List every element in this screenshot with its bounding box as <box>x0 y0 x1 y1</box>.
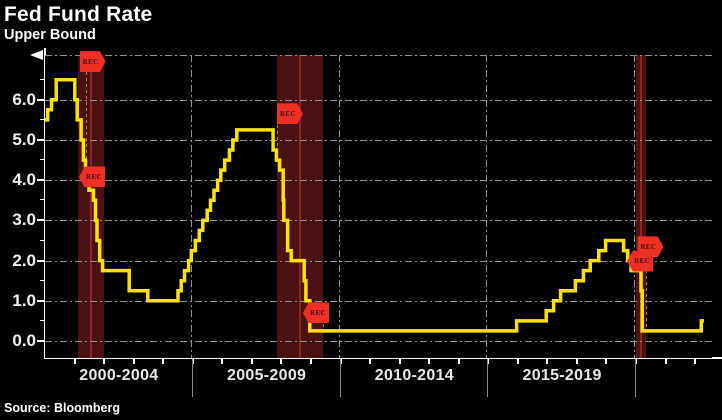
x-section-separator <box>487 359 489 397</box>
x-section-separator <box>339 359 341 397</box>
x-year-tick <box>221 359 224 364</box>
x-year-tick <box>280 359 283 364</box>
recession-callout-line <box>276 125 278 163</box>
y-minor-tick <box>40 199 44 201</box>
y-major-tick <box>37 98 44 101</box>
recession-callout-line <box>323 318 325 333</box>
v-gridline <box>486 55 488 358</box>
x-year-tick <box>103 359 106 364</box>
x-year-tick <box>369 359 372 364</box>
x-year-tick <box>191 359 194 364</box>
y-minor-tick <box>40 118 44 120</box>
y-minor-tick <box>40 159 44 161</box>
v-gridline <box>190 55 192 358</box>
y-tick-label: 2.0 <box>12 250 36 270</box>
x-year-tick <box>73 359 76 364</box>
x-year-tick <box>516 359 519 364</box>
x-year-tick <box>428 359 431 364</box>
h-gridline <box>45 99 712 101</box>
plot-area[interactable]: REC REC REC REC REC REC <box>45 51 712 358</box>
y-axis-top-arrow-icon <box>30 50 43 60</box>
x-year-tick <box>457 359 460 364</box>
y-tick-label: 1.0 <box>12 290 36 310</box>
chart-title: Fed Fund Rate <box>4 3 153 26</box>
x-year-tick <box>575 359 578 364</box>
x-year-tick <box>487 359 490 364</box>
x-section-separator <box>635 359 636 397</box>
x-year-tick <box>250 359 253 364</box>
recession-callout-line <box>646 269 648 331</box>
recession-badge[interactable]: REC <box>276 103 303 125</box>
fed-fund-rate-line[interactable] <box>45 77 704 333</box>
recession-callout-line <box>86 72 88 171</box>
y-major-tick <box>37 340 44 342</box>
y-major-tick <box>37 219 44 222</box>
rate-line-layer <box>45 77 704 333</box>
h-gridline <box>45 180 712 182</box>
source-label: Source: Bloomberg <box>4 401 120 415</box>
x-section-label: 2000-2004 <box>79 367 159 384</box>
y-minor-tick <box>40 279 44 281</box>
x-section-label: 2005-2009 <box>227 367 307 384</box>
y-tick-label: 5.0 <box>12 130 36 149</box>
y-tick-label: 4.0 <box>12 170 36 190</box>
recession-badge[interactable]: REC <box>302 302 329 324</box>
y-minor-tick <box>40 319 44 321</box>
x-year-tick <box>162 359 165 364</box>
x-section-separator <box>191 359 193 397</box>
h-gridline <box>45 220 712 222</box>
y-major-tick <box>37 139 44 141</box>
x-year-tick <box>309 359 312 364</box>
v-gridline <box>338 55 340 358</box>
recession-badge[interactable]: REC <box>627 250 654 272</box>
h-gridline <box>45 260 712 262</box>
h-gridline <box>45 140 712 141</box>
x-axis-line <box>45 357 722 359</box>
h-gridline <box>45 341 712 342</box>
recession-mid-line <box>299 55 302 358</box>
x-year-tick <box>694 359 697 364</box>
x-section-label: 2015-2019 <box>522 367 602 384</box>
y-tick-label: 3.0 <box>12 210 36 230</box>
y-major-tick <box>37 299 44 302</box>
chart-subtitle: Upper Bound <box>4 27 96 43</box>
x-section-label: 2010-2014 <box>374 367 454 384</box>
y-major-tick <box>37 179 44 182</box>
y-minor-tick <box>40 78 44 80</box>
x-year-tick <box>635 359 637 364</box>
y-major-tick <box>37 259 44 262</box>
recession-mid-line <box>90 55 93 358</box>
x-year-tick <box>546 359 549 364</box>
y-minor-tick <box>40 239 44 241</box>
x-year-tick <box>664 359 667 364</box>
plot-top-border <box>45 55 712 56</box>
recession-badge[interactable]: REC <box>78 166 105 188</box>
x-year-tick <box>339 359 342 364</box>
y-tick-label: 6.0 <box>12 89 36 109</box>
x-year-tick <box>605 359 608 364</box>
x-year-tick <box>132 359 135 364</box>
y-tick-label: 0.0 <box>12 331 36 350</box>
recession-mid-line <box>640 55 643 358</box>
recession-badge[interactable]: REC <box>79 51 106 73</box>
x-year-tick <box>398 359 401 364</box>
v-gridline <box>634 55 635 358</box>
h-gridline <box>45 300 712 302</box>
